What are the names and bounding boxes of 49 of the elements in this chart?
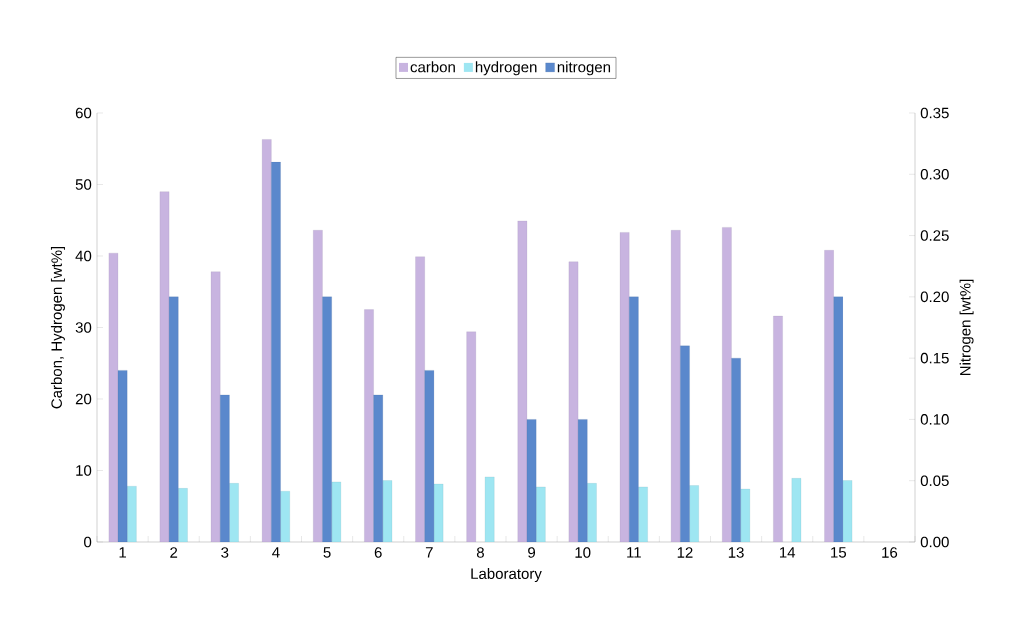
y-tick-label: 30	[75, 322, 92, 333]
x-tick-label: 11	[627, 547, 641, 558]
y-tick-label: 0	[84, 536, 92, 548]
y2-tick-label: 0.30	[920, 168, 949, 180]
y2-axis-title: Nitrogen [wt%]	[959, 279, 974, 376]
y2-tick-label: 0.15	[920, 352, 949, 364]
bar	[484, 476, 495, 542]
y-tick-label: 40	[75, 250, 92, 262]
y2-tick-label: 0.20	[920, 291, 949, 303]
x-tick-label: 5	[323, 547, 331, 558]
x-tick-label: 4	[272, 547, 280, 558]
bar	[638, 486, 648, 542]
y2-tick-label: 0.00	[920, 536, 949, 548]
y-tick-label: 10	[76, 465, 92, 476]
y2-tick-label: 0.05	[920, 475, 949, 486]
legend-label: nitrogen	[557, 61, 611, 76]
y-tick-label: 20	[75, 393, 92, 405]
bar	[689, 485, 699, 542]
legend-label: carbon	[410, 61, 455, 73]
x-tick-label: 15	[831, 547, 847, 558]
x-tick-label: 13	[728, 547, 744, 558]
x-tick-label: 14	[779, 547, 796, 558]
bar	[517, 220, 528, 542]
y-tick-label: 50	[75, 179, 92, 190]
x-tick-label: 2	[170, 547, 178, 558]
x-tick-label: 7	[425, 547, 433, 558]
x-axis-title: Laboratory	[471, 568, 542, 582]
bar	[331, 481, 342, 542]
x-tick-label: 16	[882, 547, 898, 558]
legend-label: hydrogen	[475, 61, 537, 76]
bar	[791, 478, 802, 542]
bar	[773, 315, 783, 542]
y-axis-title: Carbon, Hydrogen [wt%]	[50, 246, 65, 409]
bar	[740, 488, 751, 542]
y2-tick-label: 0.10	[920, 414, 949, 425]
y-tick-label: 60	[75, 107, 92, 119]
x-tick-label: 9	[528, 547, 536, 558]
x-tick-label: 10	[575, 547, 591, 558]
bar	[280, 491, 290, 542]
x-tick-label: 8	[476, 547, 484, 558]
bar	[178, 488, 188, 542]
x-tick-label: 12	[677, 547, 693, 558]
x-tick-label: 1	[119, 547, 127, 558]
y2-tick-label: 0.35	[920, 107, 949, 119]
bar	[466, 331, 477, 542]
x-tick-label: 6	[374, 547, 382, 558]
bar	[568, 261, 579, 542]
x-tick-label: 3	[221, 547, 229, 558]
y2-tick-label: 0.25	[920, 230, 949, 241]
